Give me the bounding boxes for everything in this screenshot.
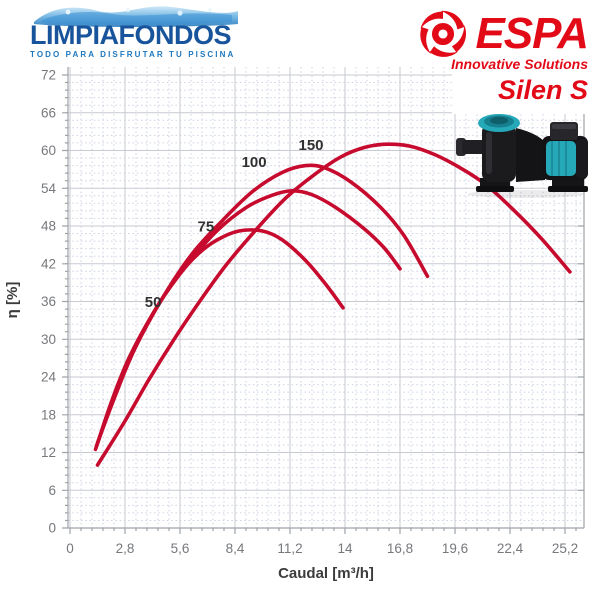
limpiafondos-logo: LIMPIAFONDOS TODO PARA DISFRUTAR TU PISC… xyxy=(30,2,260,59)
y-tick-label: 12 xyxy=(41,445,56,460)
y-tick-label: 36 xyxy=(41,294,56,309)
x-tick-label: 19,6 xyxy=(442,541,468,556)
x-axis-title: Caudal [m³/h] xyxy=(278,565,374,582)
y-tick-label: 60 xyxy=(41,143,56,158)
espa-brand: ESPA xyxy=(475,9,589,58)
water-splash-image xyxy=(34,6,238,28)
limpiafondos-subtitle: TODO PARA DISFRUTAR TU PISCINA xyxy=(30,50,236,59)
curve-label-50: 50 xyxy=(145,294,162,311)
y-tick-label: 24 xyxy=(41,370,57,385)
y-tick-label: 66 xyxy=(41,105,56,120)
logo-background-mask xyxy=(452,0,600,114)
pump-product-image xyxy=(456,114,588,198)
curve-label-75: 75 xyxy=(198,219,215,236)
y-tick-label: 72 xyxy=(41,68,56,83)
curve-label-100: 100 xyxy=(242,154,267,171)
espa-tagline: Innovative Solutions xyxy=(451,56,588,72)
espa-model: Silen S xyxy=(497,75,588,105)
curve-label-150: 150 xyxy=(298,137,323,154)
x-tick-label: 14 xyxy=(337,541,353,556)
y-tick-label: 0 xyxy=(48,521,56,536)
x-tick-label: 16,8 xyxy=(387,541,413,556)
y-tick-label: 42 xyxy=(41,256,56,271)
x-tick-label: 8,4 xyxy=(226,541,245,556)
x-tick-label: 22,4 xyxy=(497,541,524,556)
y-tick-label: 48 xyxy=(41,219,56,234)
y-tick-label: 18 xyxy=(41,407,56,422)
limpiafondos-title: LIMPIAFONDOS xyxy=(30,20,232,50)
x-tick-label: 5,6 xyxy=(171,541,190,556)
x-tick-label: 0 xyxy=(66,541,74,556)
x-tick-label: 2,8 xyxy=(116,541,135,556)
espa-logo: ESPA Innovative Solutions Silen S xyxy=(417,8,589,106)
curve-100 xyxy=(95,163,430,445)
espa-impeller-icon xyxy=(420,10,467,57)
y-axis-title: η [%] xyxy=(4,282,21,319)
y-tick-label: 6 xyxy=(48,483,56,498)
x-tick-label: 11,2 xyxy=(277,541,302,556)
x-tick-label: 25,2 xyxy=(552,541,578,556)
y-tick-label: 54 xyxy=(41,181,57,196)
y-tick-label: 30 xyxy=(41,332,56,347)
